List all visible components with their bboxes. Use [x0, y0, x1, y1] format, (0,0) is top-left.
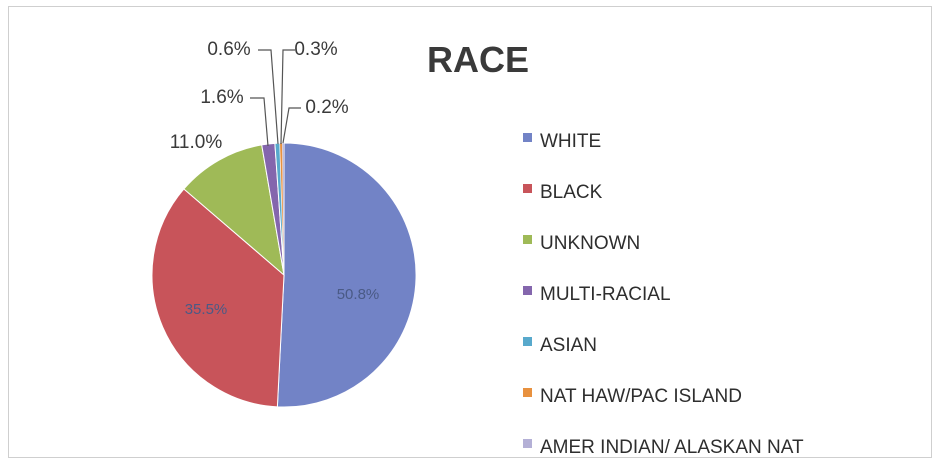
data-label-black: 35.5%: [185, 301, 228, 318]
data-label-amer-indian-alaskan-nat: 0.2%: [305, 97, 348, 118]
legend: WHITE BLACK UNKNOWN MULTI-RACIAL ASIAN NAT HA…: [523, 131, 804, 458]
leader-line-multi-racial: [250, 97, 269, 147]
data-label-nat-haw-pac-island: 0.3%: [294, 39, 337, 60]
leader-line-amer-indian-alaskan-nat: [282, 107, 301, 144]
data-label-multi-racial: 1.6%: [200, 87, 243, 108]
pie-slice-black: [151, 188, 285, 408]
legend-label-unknown: UNKNOWN: [540, 233, 640, 254]
leader-lines: [250, 49, 301, 147]
legend-swatch-multi-racial: [523, 286, 532, 295]
pie-slice-unknown: [183, 144, 285, 277]
legend-label-amer-indian-alaskan-nat: AMER INDIAN/ ALASKAN NAT: [540, 437, 804, 458]
legend-label-asian: ASIAN: [540, 335, 597, 356]
pie-slice-white: [276, 142, 417, 408]
data-label-white: 50.8%: [337, 286, 380, 303]
data-label-asian: 0.6%: [207, 39, 250, 60]
leader-line-nat-haw-pac-island: [280, 49, 295, 145]
legend-swatch-black: [523, 184, 532, 193]
legend-label-white: WHITE: [540, 131, 601, 152]
pie-slices: [151, 142, 417, 408]
legend-swatch-unknown: [523, 235, 532, 244]
legend-label-black: BLACK: [540, 182, 603, 203]
legend-swatch-asian: [523, 337, 532, 346]
leader-line-asian: [258, 49, 279, 145]
legend-swatch-amer-indian-alaskan-nat: [523, 439, 532, 448]
data-label-unknown: 11.0%: [170, 132, 223, 153]
legend-label-multi-racial: MULTI-RACIAL: [540, 284, 671, 305]
legend-label-nat-haw-pac-island: NAT HAW/PAC ISLAND: [540, 386, 742, 407]
chart-title: RACE: [427, 39, 529, 80]
data-labels: 50.8% 35.5% 11.0% 1.6% 0.6% 0.3% 0.2%: [170, 39, 380, 318]
legend-swatch-white: [523, 133, 532, 142]
legend-swatch-nat-haw-pac-island: [523, 388, 532, 397]
